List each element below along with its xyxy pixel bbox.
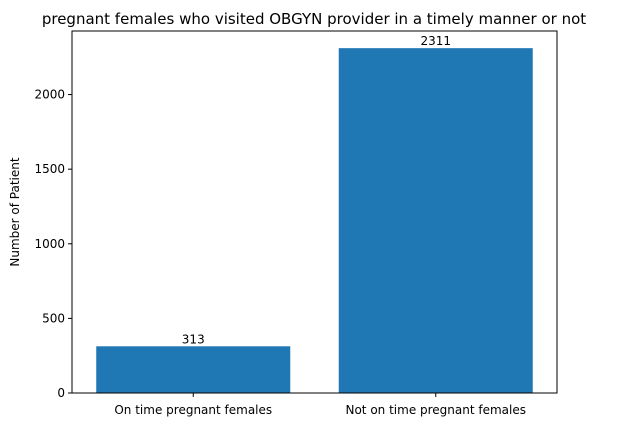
bar-data-label: 313 (182, 332, 205, 346)
bar (338, 48, 533, 393)
bar (96, 346, 291, 393)
chart-title: pregnant females who visited OBGYN provi… (42, 10, 586, 28)
bar-data-label: 2311 (420, 34, 451, 48)
y-tick-label: 2000 (34, 88, 65, 102)
axes-frame (71, 30, 558, 394)
x-tick-label: On time pregnant females (114, 403, 272, 417)
plot-area: 0 500 1000 1500 2000 On time pregnant females… (34, 34, 533, 417)
y-tick-label: 1500 (34, 162, 65, 176)
x-tick-label: Not on time pregnant females (345, 403, 526, 417)
y-tick-label: 500 (42, 311, 65, 325)
y-axis-label: Number of Patient (8, 157, 22, 266)
y-tick-label: 0 (57, 386, 65, 400)
y-tick-label: 1000 (34, 237, 65, 251)
